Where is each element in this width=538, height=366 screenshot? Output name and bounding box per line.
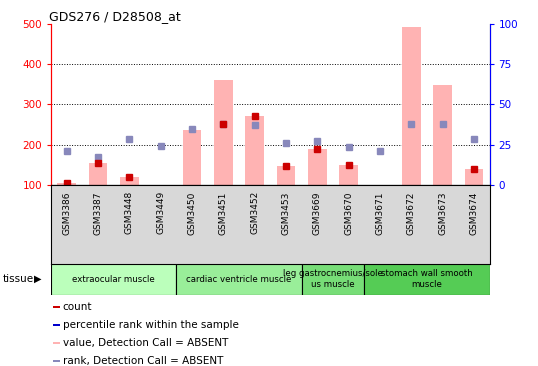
- Text: GSM3673: GSM3673: [438, 191, 447, 235]
- Bar: [120, 177, 139, 185]
- Bar: [176, 264, 302, 295]
- Text: GSM3451: GSM3451: [219, 191, 228, 235]
- Text: value, Detection Call = ABSENT: value, Detection Call = ABSENT: [62, 338, 228, 348]
- Text: stomach wall smooth
muscle: stomach wall smooth muscle: [381, 269, 473, 289]
- Bar: [402, 27, 421, 185]
- Bar: [308, 149, 327, 185]
- Text: GSM3387: GSM3387: [94, 191, 103, 235]
- Text: GSM3449: GSM3449: [156, 191, 165, 234]
- Text: GSM3674: GSM3674: [470, 191, 478, 235]
- Text: rank, Detection Call = ABSENT: rank, Detection Call = ABSENT: [62, 356, 223, 366]
- Text: GSM3453: GSM3453: [281, 191, 291, 235]
- Text: GSM3672: GSM3672: [407, 191, 416, 235]
- Bar: [214, 80, 233, 185]
- Text: GSM3450: GSM3450: [188, 191, 196, 235]
- Text: GSM3670: GSM3670: [344, 191, 353, 235]
- Text: ▶: ▶: [34, 274, 41, 284]
- Bar: [245, 116, 264, 185]
- Text: GSM3671: GSM3671: [376, 191, 385, 235]
- Bar: [339, 165, 358, 185]
- Bar: [51, 264, 176, 295]
- Text: leg gastrocnemius/sole
us muscle: leg gastrocnemius/sole us muscle: [283, 269, 383, 289]
- Text: GDS276 / D28508_at: GDS276 / D28508_at: [49, 10, 181, 23]
- Bar: [464, 169, 483, 185]
- Bar: [58, 183, 76, 185]
- Text: percentile rank within the sample: percentile rank within the sample: [62, 320, 238, 330]
- Bar: [53, 360, 60, 362]
- Bar: [53, 306, 60, 308]
- Bar: [277, 165, 295, 185]
- Text: count: count: [62, 302, 92, 312]
- Bar: [364, 264, 490, 295]
- Bar: [433, 85, 452, 185]
- Bar: [53, 342, 60, 344]
- Text: GSM3669: GSM3669: [313, 191, 322, 235]
- Text: GSM3448: GSM3448: [125, 191, 134, 234]
- Bar: [89, 163, 108, 185]
- Bar: [183, 130, 201, 185]
- Text: GSM3386: GSM3386: [62, 191, 71, 235]
- Text: extraocular muscle: extraocular muscle: [73, 274, 155, 284]
- Text: GSM3452: GSM3452: [250, 191, 259, 234]
- Bar: [302, 264, 364, 295]
- Bar: [53, 324, 60, 326]
- Text: cardiac ventricle muscle: cardiac ventricle muscle: [186, 274, 292, 284]
- Text: tissue: tissue: [3, 274, 34, 284]
